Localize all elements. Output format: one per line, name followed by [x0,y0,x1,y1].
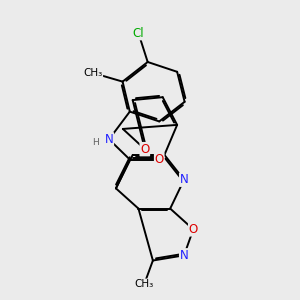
Text: N: N [180,173,188,186]
Text: O: O [189,223,198,236]
Text: Cl: Cl [133,27,144,40]
Text: O: O [154,153,164,166]
Text: O: O [140,142,149,156]
Text: CH₃: CH₃ [135,279,154,289]
Text: H: H [92,138,98,147]
Text: CH₃: CH₃ [83,68,103,78]
Text: N: N [180,249,188,262]
Text: N: N [105,133,113,146]
